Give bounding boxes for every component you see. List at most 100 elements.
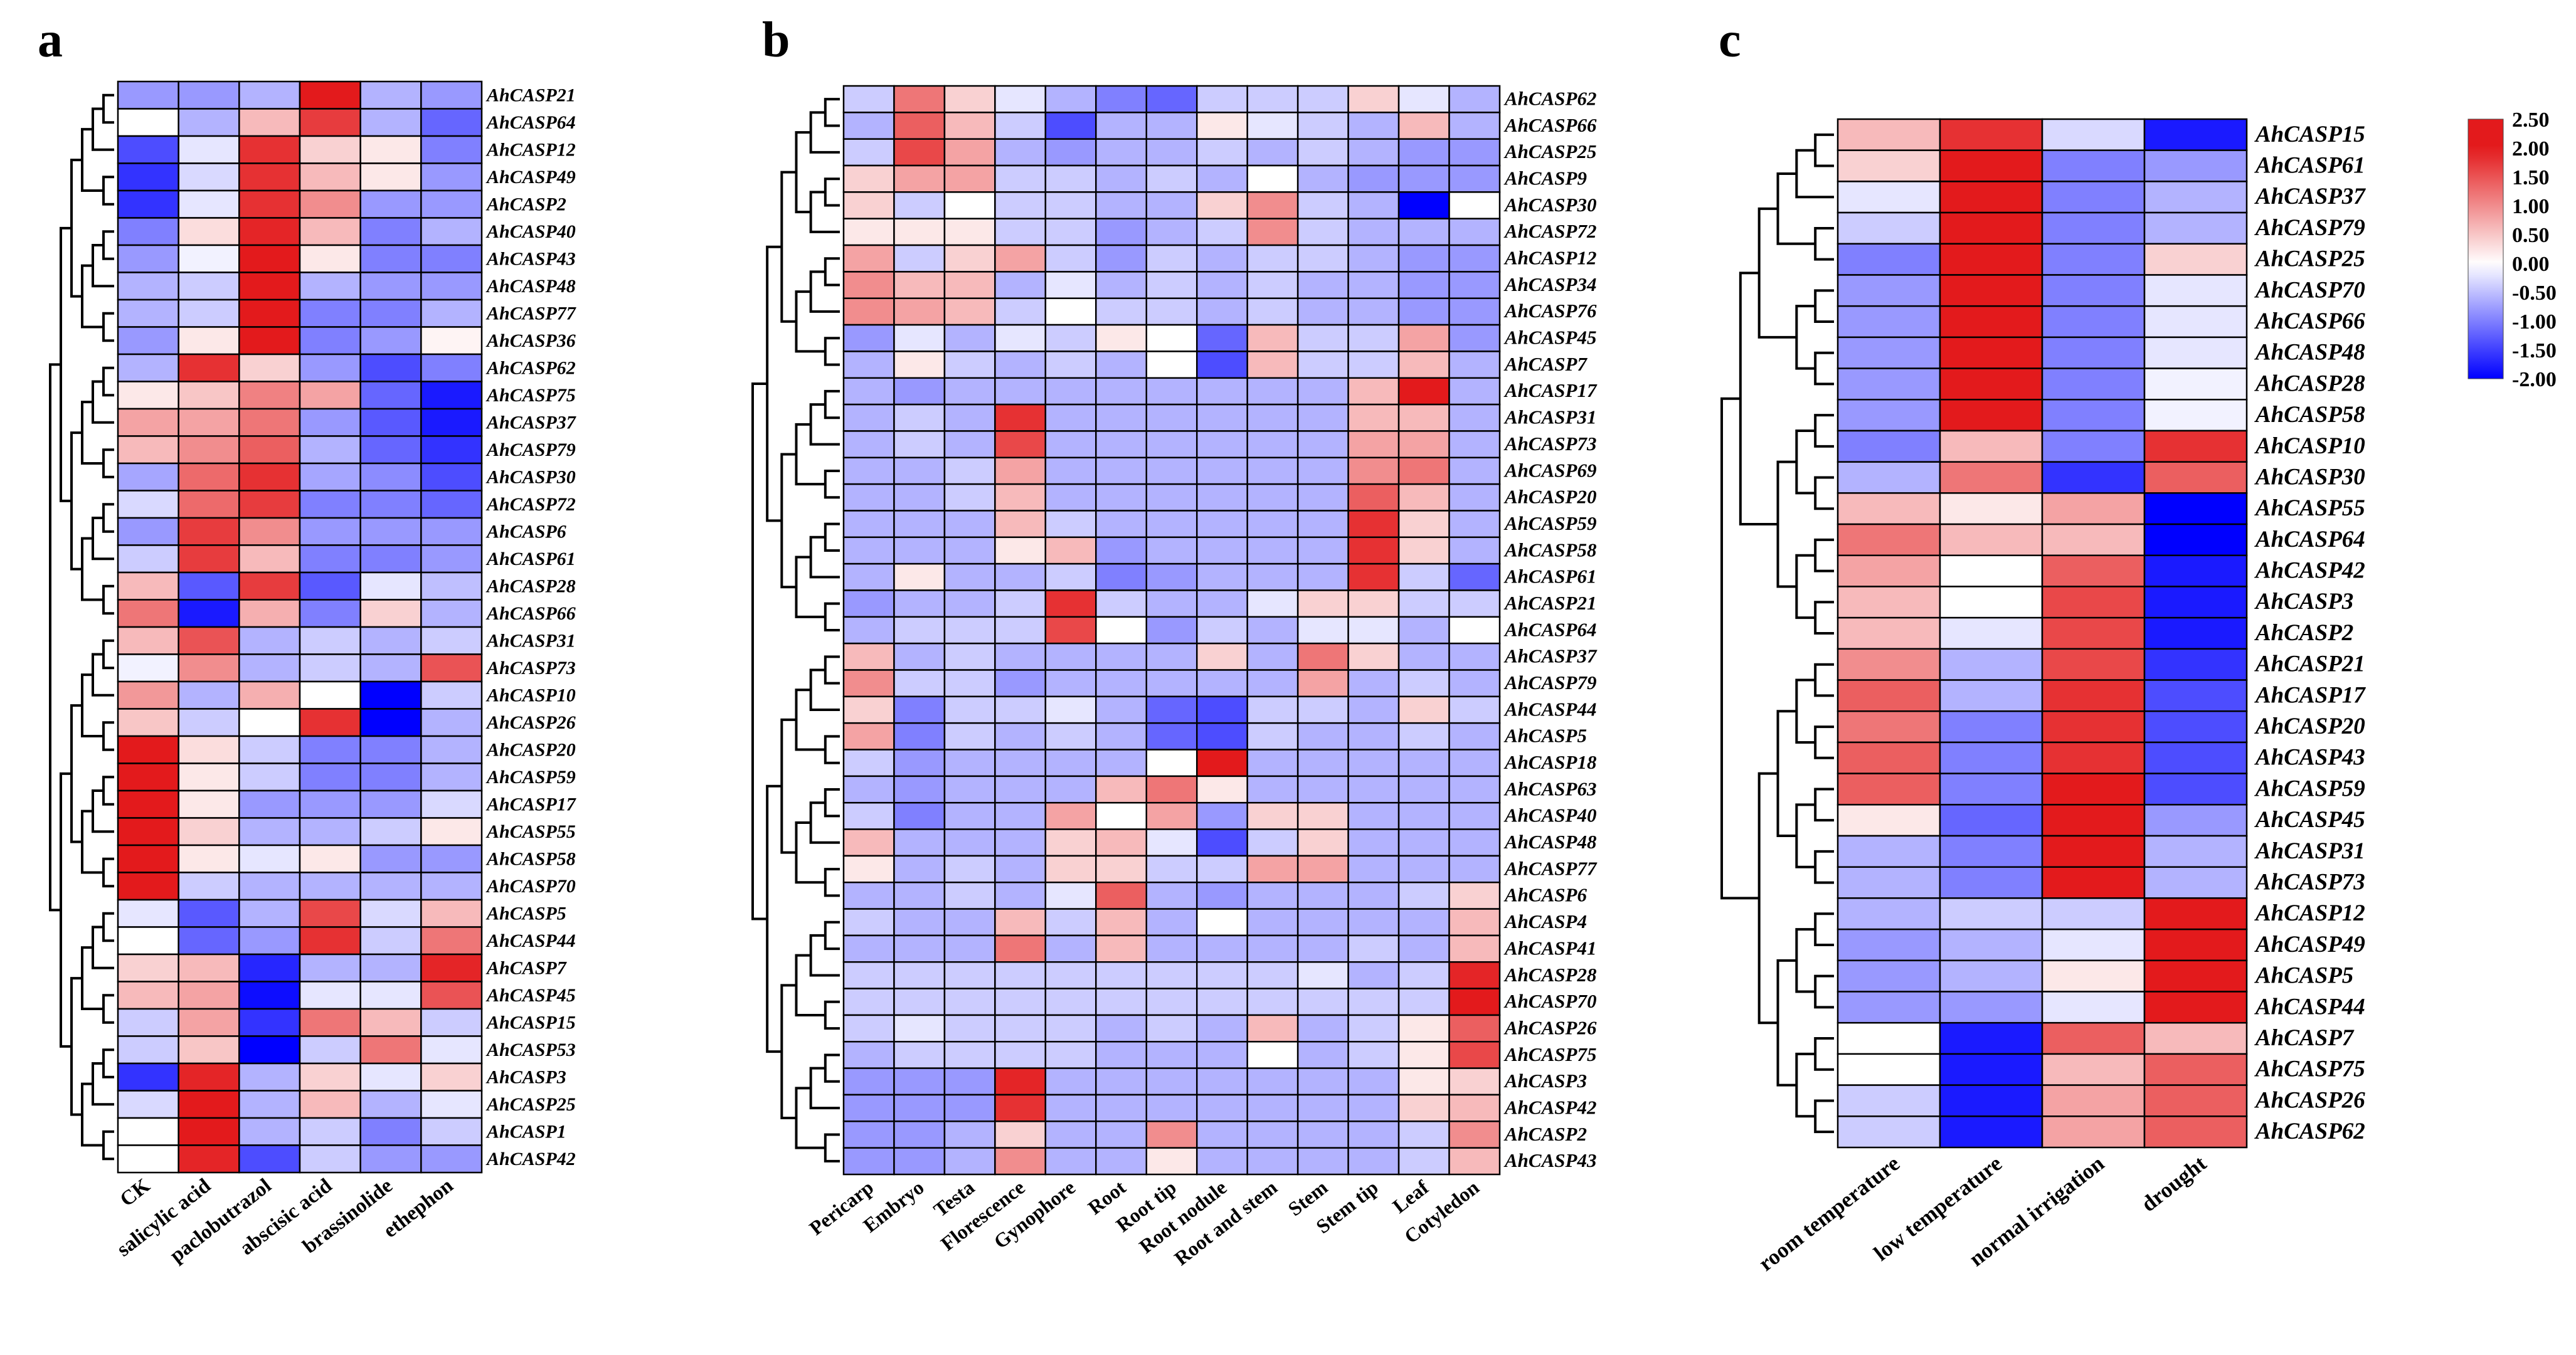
dendrogram-branch	[81, 673, 103, 737]
heatmap-cell	[1044, 934, 1097, 963]
heatmap-cell	[1397, 828, 1450, 857]
heatmap-cell	[2041, 181, 2146, 214]
row-label: AhCASP55	[485, 821, 576, 842]
heatmap-cell	[1448, 722, 1501, 751]
heatmap-cell	[2143, 959, 2248, 993]
dendrogram-branch	[1814, 476, 1834, 510]
heatmap-cell	[943, 749, 996, 778]
heatmap-cell	[1095, 1147, 1148, 1176]
heatmap-cell	[1095, 908, 1148, 937]
heatmap-cell	[178, 1117, 240, 1146]
heatmap-cell	[1296, 324, 1349, 352]
heatmap-cell	[1347, 218, 1400, 246]
heatmap-cell	[1246, 616, 1299, 645]
row-label: AhCASP21	[1503, 592, 1596, 614]
heatmap-cell	[178, 1090, 240, 1119]
heatmap-cell	[117, 1062, 179, 1092]
dendrogram-branch	[1814, 351, 1834, 386]
heatmap-cell	[2041, 399, 2146, 432]
heatmap-cell	[2041, 274, 2146, 307]
heatmap-cell	[1195, 1041, 1248, 1069]
heatmap-cell	[842, 1120, 895, 1149]
heatmap-cell	[994, 191, 1047, 219]
heatmap-cell	[1044, 562, 1097, 591]
row-label: AhCASP3	[485, 1067, 566, 1087]
heatmap-cell	[943, 164, 996, 193]
heatmap-cell	[299, 217, 361, 246]
dendrogram-branch	[102, 312, 114, 342]
heatmap-cell	[1246, 801, 1299, 830]
heatmap-cell	[359, 653, 422, 683]
heatmap-cell	[238, 135, 301, 164]
panel-label-c: c	[1719, 13, 1741, 68]
heatmap-cell	[1095, 536, 1148, 565]
heatmap-cell	[299, 735, 361, 764]
dendrogram-branch	[92, 653, 114, 697]
heatmap-cell	[178, 381, 240, 410]
heatmap-cell	[943, 297, 996, 326]
heatmap-cell	[994, 1041, 1047, 1069]
heatmap-cell	[178, 135, 240, 164]
heatmap-cell	[117, 899, 179, 928]
dendrogram-branch	[824, 469, 840, 499]
heatmap-cell	[1397, 801, 1450, 830]
heatmap-cell	[2041, 866, 2146, 899]
heatmap-cell	[943, 562, 996, 591]
heatmap-cell	[117, 926, 179, 956]
heatmap-cell	[299, 680, 361, 710]
heatmap-cell	[1095, 855, 1148, 883]
heatmap-cell	[893, 456, 946, 485]
heatmap-cell	[1145, 403, 1198, 432]
heatmap-cell	[842, 934, 895, 963]
heatmap-cell	[117, 217, 179, 246]
heatmap-cell	[1448, 934, 1501, 963]
heatmap-cell	[1195, 1147, 1248, 1176]
heatmap-cell	[1296, 801, 1349, 830]
heatmap-cell	[1939, 679, 2043, 712]
row-label: AhCASP66	[1503, 114, 1597, 136]
heatmap-cell	[1837, 586, 1941, 619]
heatmap-cell	[2143, 772, 2248, 806]
heatmap-cell	[117, 599, 179, 628]
heatmap-cell	[2041, 897, 2146, 931]
legend-tick-label: 1.00	[2512, 195, 2550, 218]
heatmap-cell	[117, 981, 179, 1010]
heatmap-cell	[359, 1090, 422, 1119]
heatmap-cell	[299, 244, 361, 273]
heatmap-cell	[420, 353, 483, 382]
heatmap-cell	[1347, 616, 1400, 645]
dendrogram-branch	[824, 868, 840, 897]
heatmap-cell	[1044, 164, 1097, 193]
heatmap-cell	[2041, 959, 2146, 993]
heatmap-cell	[1145, 775, 1198, 804]
dendrogram-branch	[102, 1048, 114, 1078]
heatmap-cell	[359, 462, 422, 492]
heatmap-cell	[1397, 112, 1450, 140]
heatmap-cell	[1939, 897, 2043, 931]
row-label: AhCASP40	[1503, 804, 1596, 826]
heatmap-cell	[1145, 138, 1198, 167]
heatmap-cell	[238, 1008, 301, 1037]
heatmap-cell	[1347, 775, 1400, 804]
heatmap-cell	[1448, 801, 1501, 830]
row-label: AhCASP64	[485, 112, 576, 133]
heatmap-cell	[420, 326, 483, 356]
row-label: AhCASP17	[1503, 379, 1598, 401]
dendrogram-branch	[81, 264, 103, 329]
heatmap-cell	[1347, 430, 1400, 459]
heatmap-cell	[299, 899, 361, 928]
heatmap-cell	[299, 981, 361, 1010]
dendrogram-branch	[795, 821, 825, 884]
heatmap-cell	[1145, 456, 1198, 485]
heatmap-cell	[2143, 897, 2248, 931]
heatmap-cell	[1296, 483, 1349, 512]
heatmap-cell	[420, 162, 483, 192]
heatmap-cell	[1837, 1021, 1941, 1055]
heatmap-cell	[299, 298, 361, 328]
heatmap-cell	[178, 1035, 240, 1065]
row-label: AhCASP6	[1503, 884, 1587, 906]
heatmap-cell	[2143, 430, 2248, 463]
heatmap-cell	[420, 490, 483, 519]
row-label: AhCASP58	[485, 848, 576, 869]
row-label: AhCASP45	[1503, 327, 1596, 349]
